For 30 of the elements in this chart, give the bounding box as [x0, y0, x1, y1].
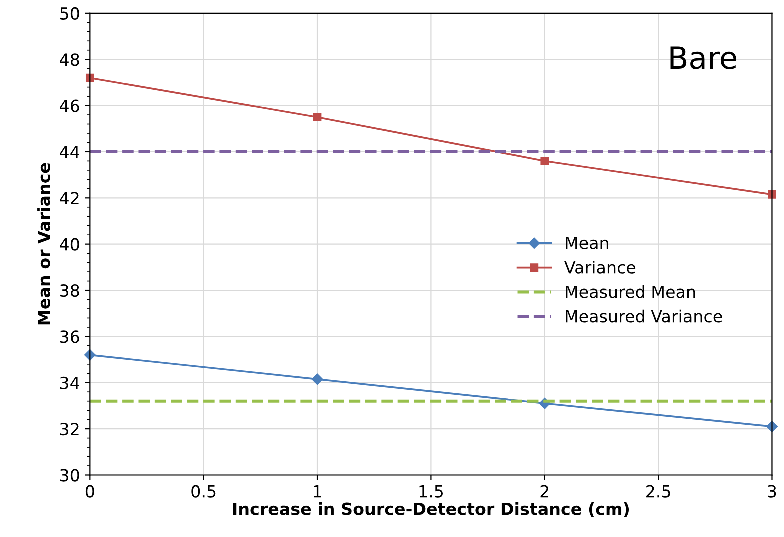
- y-tick-label: 40: [60, 238, 80, 251]
- point: [86, 74, 94, 82]
- legend-label: Measured Mean: [566, 285, 696, 298]
- point: [84, 350, 96, 361]
- x-tick-label: 3: [768, 485, 776, 498]
- x-tick-label: 0: [86, 485, 94, 498]
- x-tick-label: 2.5: [646, 485, 670, 498]
- y-tick-label: 46: [60, 100, 80, 112]
- point: [540, 157, 550, 166]
- y-tick-label: 34: [60, 376, 80, 390]
- y-tick-label: 38: [60, 284, 80, 298]
- y-tick-label: 44: [60, 146, 80, 158]
- y-tick-label: 50: [60, 7, 80, 20]
- legend-label: Mean: [566, 237, 608, 250]
- y-tick-label: 32: [60, 423, 79, 436]
- x-tick-label: 0.5: [192, 485, 216, 498]
- legend-label: Measured Variance: [566, 310, 722, 323]
- y-tick-label: 36: [60, 330, 80, 344]
- y-axis-title: Mean or Variance: [38, 163, 50, 325]
- x-tick-label: 1: [314, 485, 322, 498]
- x-tick-label: 2: [540, 485, 549, 498]
- y-tick-label: 42: [60, 192, 79, 204]
- annotation: Bare: [670, 46, 737, 70]
- point: [313, 113, 322, 122]
- legend-label: Variance: [564, 260, 636, 274]
- x-tick-label: 1.5: [420, 485, 443, 498]
- x-axis-title: Increase in Source-Detector Distance (cm): [233, 502, 630, 518]
- y-tick-label: 48: [60, 54, 80, 66]
- point: [312, 374, 324, 386]
- y-tick-label: 30: [60, 469, 80, 482]
